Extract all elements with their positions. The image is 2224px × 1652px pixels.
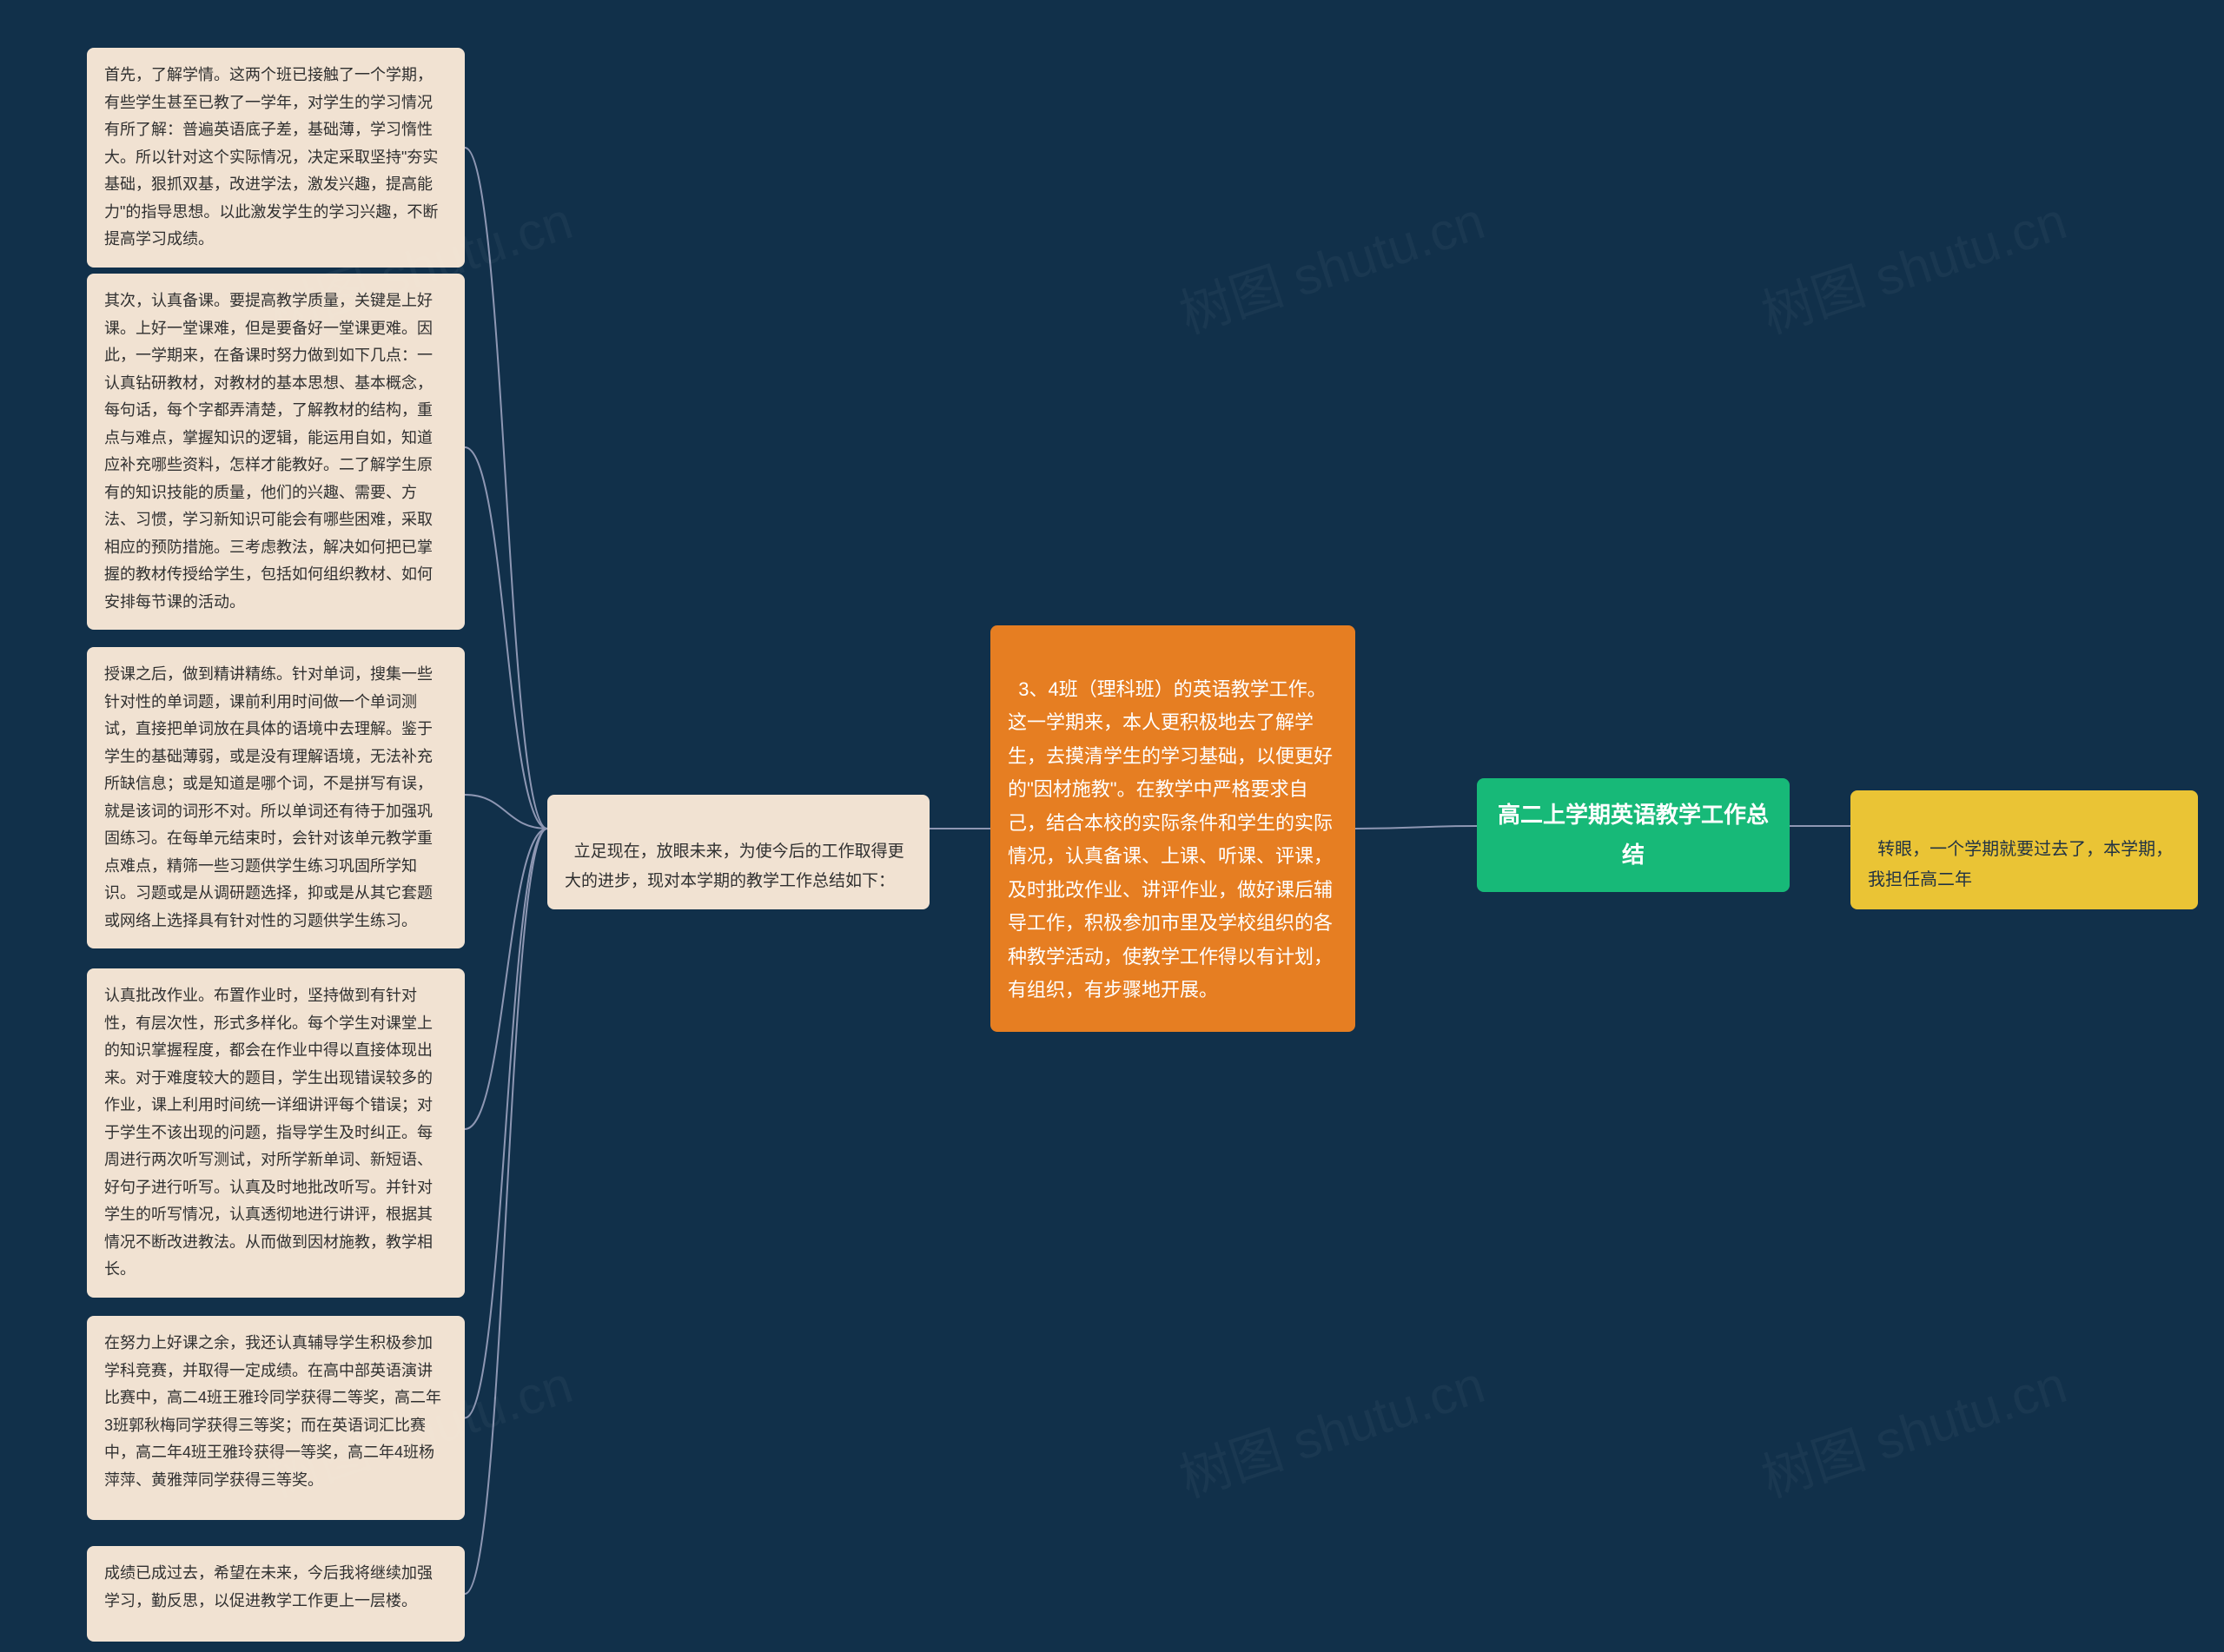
leaf-label-1: 其次，认真备课。要提高教学质量，关键是上好课。上好一堂课难，但是要备好一堂课更难…: [104, 292, 433, 611]
leaf-label-0: 首先，了解学情。这两个班已接触了一个学期，有些学生甚至已教了一学年，对学生的学习…: [104, 66, 438, 248]
leaf-label-4: 在努力上好课之余，我还认真辅导学生积极参加学科竞赛，并取得一定成绩。在高中部英语…: [104, 1334, 441, 1489]
watermark: 树图 shutu.cn: [1168, 1343, 1493, 1512]
node-grand-label: 立足现在，放眼未来，为使今后的工作取得更大的进步，现对本学期的教学工作总结如下：: [565, 843, 904, 889]
leaf-node-1[interactable]: 其次，认真备课。要提高教学质量，关键是上好课。上好一堂课难，但是要备好一堂课更难…: [87, 274, 465, 630]
leaf-node-0[interactable]: 首先，了解学情。这两个班已接触了一个学期，有些学生甚至已教了一学年，对学生的学习…: [87, 48, 465, 268]
leaf-node-5[interactable]: 成绩已成过去，希望在未来，今后我将继续加强学习，勤反思，以促进教学工作更上一层楼…: [87, 1546, 465, 1642]
root-label: 高二上学期英语教学工作总结: [1498, 796, 1769, 875]
node-left-label: 3、4班（理科班）的英语教学工作。这一学期来，本人更积极地去了解学生，去摸清学生…: [1008, 678, 1333, 1001]
node-right[interactable]: 转眼，一个学期就要过去了，本学期，我担任高二年: [1850, 790, 2198, 909]
mindmap-root[interactable]: 高二上学期英语教学工作总结: [1477, 778, 1790, 892]
node-left[interactable]: 3、4班（理科班）的英语教学工作。这一学期来，本人更积极地去了解学生，去摸清学生…: [990, 625, 1355, 1032]
leaf-node-4[interactable]: 在努力上好课之余，我还认真辅导学生积极参加学科竞赛，并取得一定成绩。在高中部英语…: [87, 1316, 465, 1520]
watermark: 树图 shutu.cn: [1168, 179, 1493, 348]
leaf-node-3[interactable]: 认真批改作业。布置作业时，坚持做到有针对性，有层次性，形式多样化。每个学生对课堂…: [87, 968, 465, 1298]
leaf-label-2: 授课之后，做到精讲精练。针对单词，搜集一些针对性的单词题，课前利用时间做一个单词…: [104, 665, 433, 929]
watermark: 树图 shutu.cn: [1751, 179, 2075, 348]
node-grand[interactable]: 立足现在，放眼未来，为使今后的工作取得更大的进步，现对本学期的教学工作总结如下：: [547, 795, 930, 909]
leaf-node-2[interactable]: 授课之后，做到精讲精练。针对单词，搜集一些针对性的单词题，课前利用时间做一个单词…: [87, 647, 465, 948]
node-right-label: 转眼，一个学期就要过去了，本学期，我担任高二年: [1868, 840, 2173, 889]
watermark: 树图 shutu.cn: [1751, 1343, 2075, 1512]
leaf-label-5: 成绩已成过去，希望在未来，今后我将继续加强学习，勤反思，以促进教学工作更上一层楼…: [104, 1564, 433, 1609]
leaf-label-3: 认真批改作业。布置作业时，坚持做到有针对性，有层次性，形式多样化。每个学生对课堂…: [104, 987, 433, 1278]
